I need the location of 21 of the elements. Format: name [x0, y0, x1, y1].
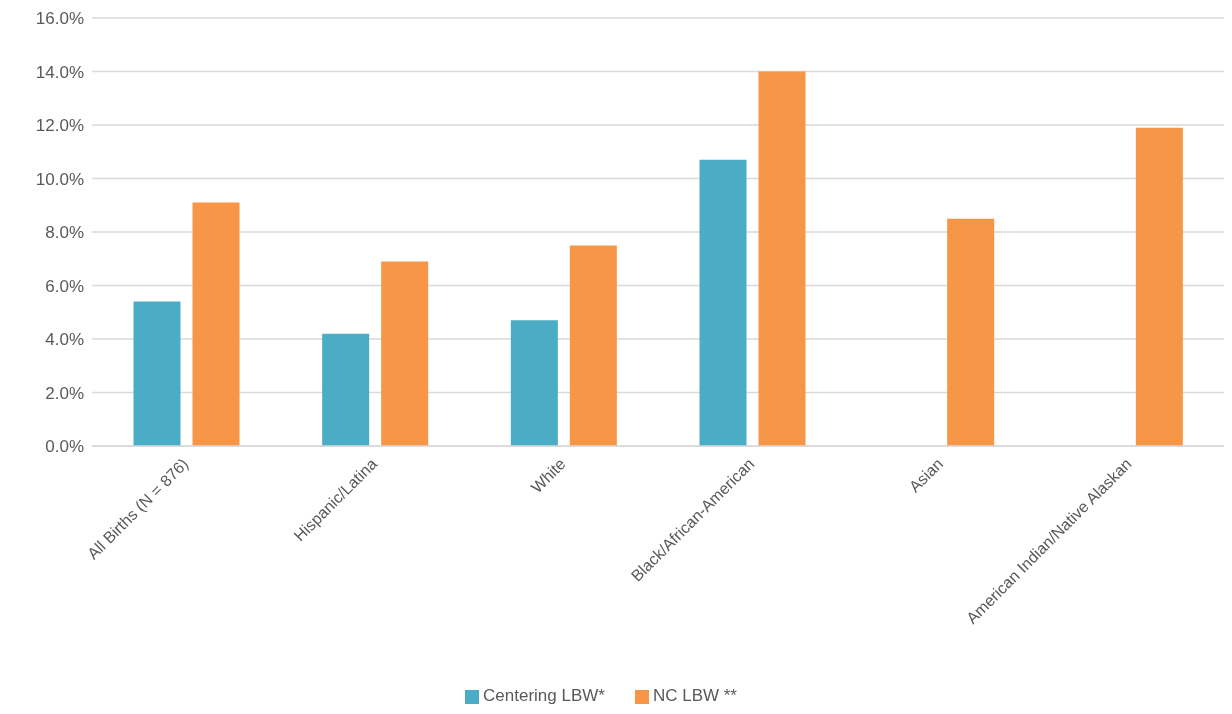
bar	[699, 159, 747, 446]
y-tick-label: 4.0%	[45, 330, 84, 350]
bar	[381, 261, 429, 446]
bar	[1135, 127, 1183, 446]
bar	[758, 71, 806, 446]
bar	[322, 333, 370, 446]
y-tick-label: 12.0%	[35, 116, 84, 136]
bar	[569, 245, 617, 446]
bar	[133, 301, 181, 446]
y-tick-label: 0.0%	[45, 437, 84, 457]
y-tick-label: 8.0%	[45, 223, 84, 243]
bar	[192, 202, 240, 446]
y-tick-label: 2.0%	[45, 383, 84, 403]
legend-label: NC LBW **	[652, 686, 737, 705]
y-tick-label: 6.0%	[45, 276, 84, 296]
bar	[947, 218, 995, 446]
y-tick-label: 10.0%	[35, 169, 84, 189]
bar	[510, 320, 558, 446]
y-tick-label: 16.0%	[35, 9, 84, 29]
legend-label: Centering LBW*	[483, 686, 605, 705]
y-tick-label: 14.0%	[35, 62, 84, 82]
